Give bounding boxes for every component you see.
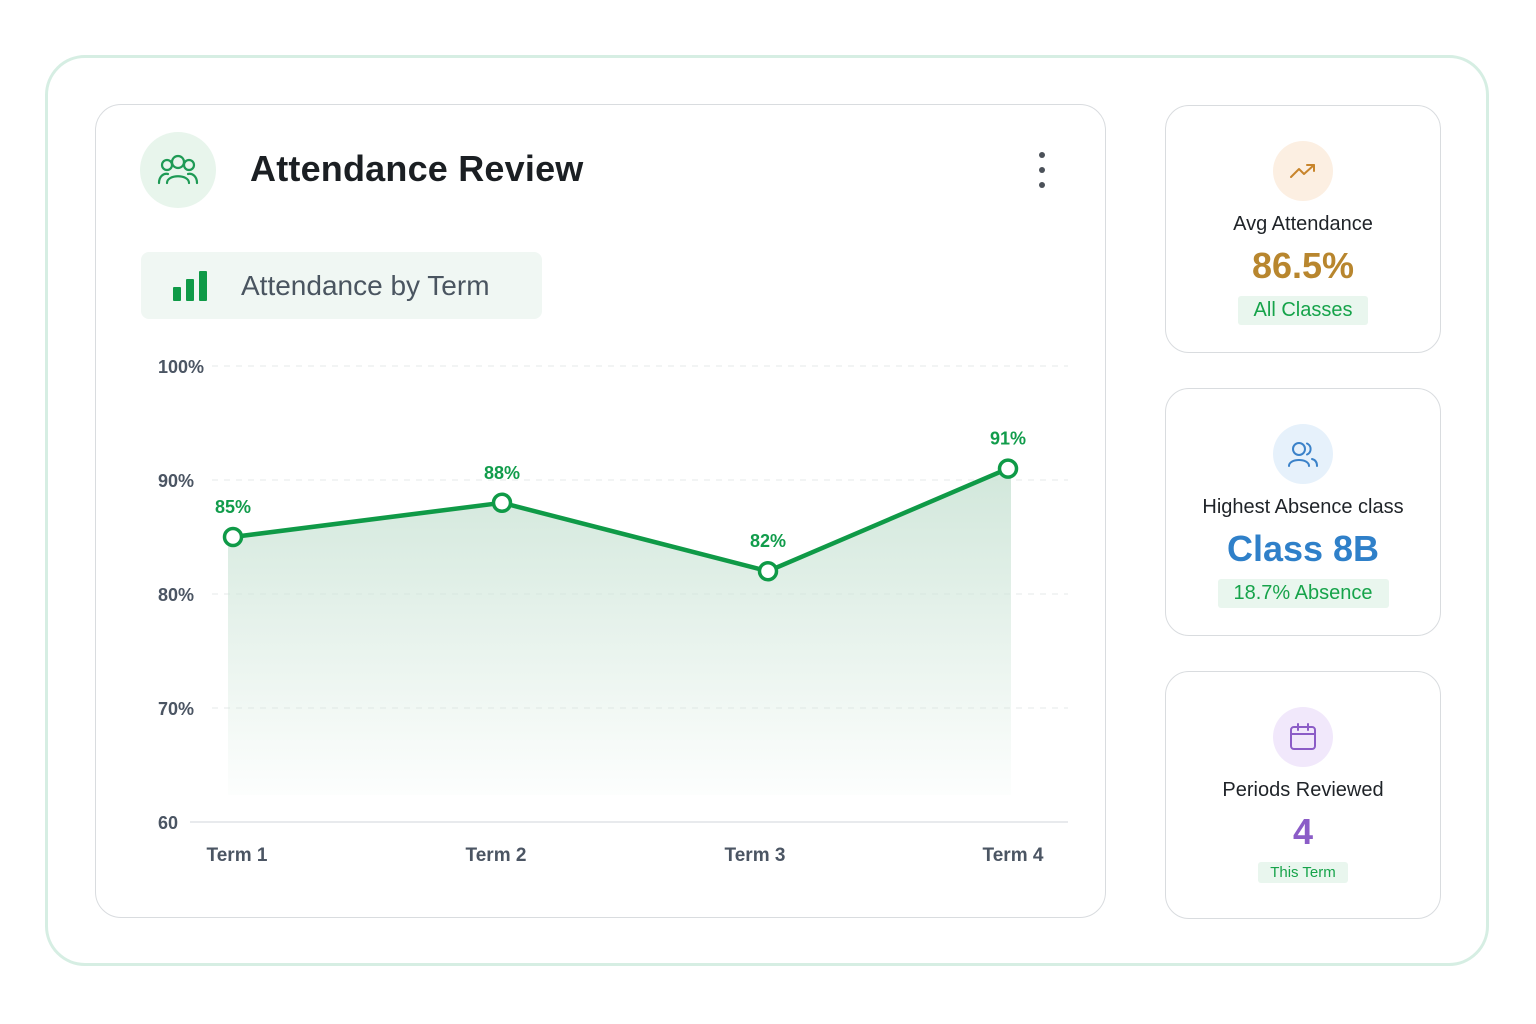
calendar-icon — [1273, 707, 1333, 767]
y-tick-label: 80% — [158, 585, 194, 605]
stat-value: 86.5% — [1251, 245, 1355, 286]
stat-label: Periods Reviewed — [1222, 779, 1384, 801]
data-label: 88% — [484, 463, 520, 483]
users-icon — [140, 132, 216, 208]
x-tick-label: Term 1 — [207, 845, 268, 866]
stat-badge: All Classes — [1237, 296, 1369, 325]
data-point — [222, 526, 244, 548]
users-icon — [1273, 424, 1333, 484]
stat-card-periods-reviewed: Periods Reviewed 4 This Term — [1165, 671, 1441, 919]
bar-chart-icon — [173, 270, 207, 301]
page-title: Attendance Review — [250, 148, 584, 189]
y-tick-label: 100% — [158, 357, 204, 377]
x-tick-label: Term 4 — [983, 845, 1044, 866]
stat-badge: This Term — [1258, 862, 1348, 883]
stat-value: Class 8B — [1226, 528, 1380, 569]
stat-label: Avg Attendance — [1233, 213, 1373, 235]
stat-card-highest-absence: Highest Absence class Class 8B 18.7% Abs… — [1165, 388, 1441, 636]
stat-card-avg-attendance: Avg Attendance 86.5% All Classes — [1165, 105, 1441, 353]
trending-up-icon — [1273, 141, 1333, 201]
chart-section-chip: Attendance by Term — [141, 252, 542, 319]
x-tick-label: Term 3 — [725, 845, 786, 866]
data-label: 82% — [750, 531, 786, 551]
data-label: 91% — [990, 429, 1026, 449]
data-point — [757, 560, 779, 582]
data-point — [491, 492, 513, 514]
y-tick-label: 60 — [158, 813, 178, 833]
chart-section-label: Attendance by Term — [241, 269, 490, 301]
data-point — [997, 458, 1019, 479]
series-area — [228, 468, 1011, 795]
x-tick-label: Term 2 — [466, 845, 527, 866]
data-label: 85% — [215, 497, 251, 517]
stat-value: 4 — [1292, 811, 1314, 852]
series-line — [230, 466, 1011, 574]
stat-label: Highest Absence class — [1202, 496, 1404, 518]
more-options-icon[interactable] — [1030, 152, 1054, 188]
stat-badge: 18.7% Absence — [1217, 579, 1389, 608]
y-tick-label: 90% — [158, 471, 194, 491]
y-tick-label: 70% — [158, 699, 194, 719]
